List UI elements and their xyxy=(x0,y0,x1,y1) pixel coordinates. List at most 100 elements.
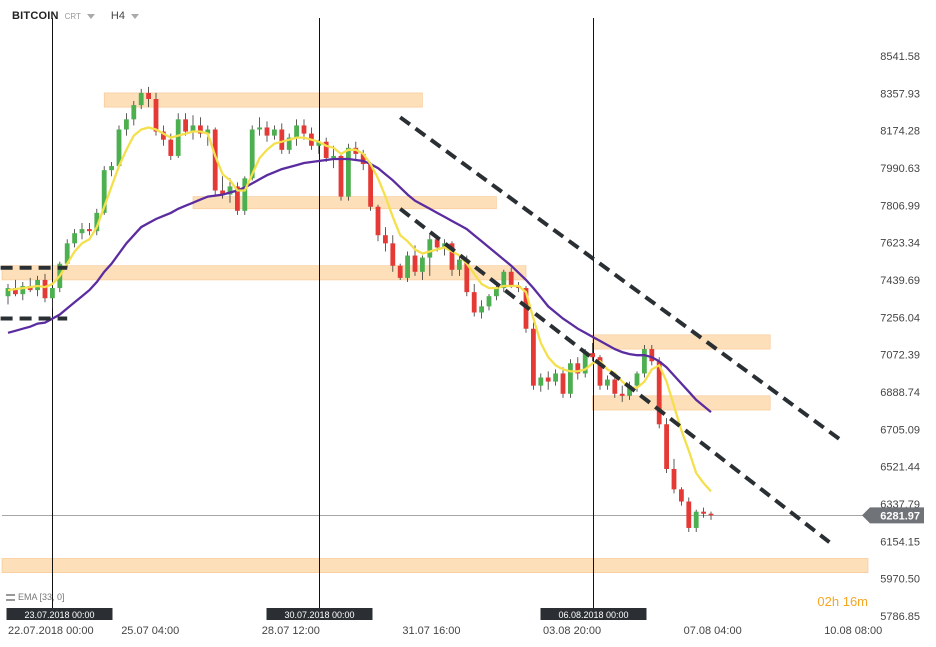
candle-body xyxy=(338,155,344,197)
price-tick-label: 7623.34 xyxy=(880,238,920,250)
candle-body xyxy=(264,127,270,136)
crosshair-date-box xyxy=(6,608,113,620)
candle-body xyxy=(397,265,403,278)
chevron-down-icon[interactable] xyxy=(86,13,95,19)
candle-body xyxy=(301,125,307,134)
candle-body xyxy=(72,233,77,244)
candle-body xyxy=(272,129,277,136)
candle-body xyxy=(220,190,225,195)
indicator-label: EMA [33, 0] xyxy=(18,592,65,602)
candle-body xyxy=(249,129,255,179)
candle-body xyxy=(568,363,573,394)
candle-body xyxy=(642,349,647,374)
candle-body xyxy=(212,129,218,191)
price-tick-label: 7990.63 xyxy=(880,163,920,175)
candle-body xyxy=(605,379,610,386)
price-zone-2 xyxy=(1,265,527,281)
candle-body xyxy=(331,155,336,158)
candle-body xyxy=(471,292,477,313)
candle-body xyxy=(427,239,433,258)
crosshair-date-label: 23.07.2018 00:00 xyxy=(24,610,94,620)
trend-line xyxy=(399,115,846,445)
candle-body xyxy=(538,377,544,386)
price-tick-label: 6154.15 xyxy=(880,536,920,548)
candle-body xyxy=(671,468,677,490)
candle-body xyxy=(679,489,684,502)
candle-body xyxy=(205,129,211,134)
candle-body xyxy=(560,373,566,394)
candle-timer: 02h 16m xyxy=(817,594,868,609)
candle-body xyxy=(553,373,558,382)
candle-body xyxy=(42,279,48,299)
price-tick-label: 8541.58 xyxy=(880,51,920,63)
chevron-down-icon[interactable] xyxy=(130,13,139,19)
price-zone-5 xyxy=(1,558,869,573)
candle-body xyxy=(627,385,632,396)
current-price-label: 6281.97 xyxy=(880,510,920,522)
candle-body xyxy=(464,259,470,293)
date-crosshairs: 23.07.2018 00:00 30.07.2018 00:00 06.08.20… xyxy=(2,18,868,620)
symbol-sub-label: CRT xyxy=(64,11,81,21)
candle-body xyxy=(686,501,692,528)
symbol-label[interactable]: BITCOIN xyxy=(12,10,59,22)
price-tick-label: 6705.09 xyxy=(880,424,920,436)
candle-body xyxy=(175,119,181,156)
candle-body xyxy=(190,125,196,132)
candle-body xyxy=(597,357,603,386)
time-axis: 22.07.2018 00:00 25.07 04:00 28.07 12:00 31… xyxy=(8,625,882,637)
candle-body xyxy=(20,286,26,295)
candle-body xyxy=(501,271,507,289)
time-tick-label: 03.08 20:00 xyxy=(543,625,601,637)
crosshair-date-box xyxy=(540,608,647,620)
candle-body xyxy=(161,131,166,140)
crosshair-date-box xyxy=(266,608,373,620)
candle-body xyxy=(279,129,285,150)
candle-body xyxy=(131,105,137,120)
candle-body xyxy=(412,255,418,272)
price-zone-3 xyxy=(592,334,771,350)
support-resistance-zones xyxy=(1,92,869,573)
candles xyxy=(5,86,714,533)
time-tick-label: 31.07 16:00 xyxy=(402,625,460,637)
time-tick-label: 07.08 04:00 xyxy=(684,625,742,637)
price-tick-label: 6888.74 xyxy=(880,387,920,399)
candle-body xyxy=(575,363,581,374)
price-tick-label: 6521.44 xyxy=(880,462,920,474)
candle-body xyxy=(457,259,462,270)
indicator-legend[interactable]: EMA [33, 0] xyxy=(6,592,65,602)
candle-body xyxy=(257,127,262,130)
candle-body xyxy=(405,255,410,278)
trend-line xyxy=(398,207,831,544)
candle-body xyxy=(294,125,299,138)
candle-body xyxy=(375,206,381,236)
candle-body xyxy=(168,139,174,156)
candle-body xyxy=(183,119,188,132)
timeframe-label[interactable]: H4 xyxy=(110,10,125,22)
candle-body xyxy=(434,239,440,248)
price-tick-label: 8357.93 xyxy=(880,88,920,100)
price-tick-label: 7072.39 xyxy=(880,350,920,362)
candle-body xyxy=(420,257,425,272)
candle-body xyxy=(508,271,514,287)
candle-body xyxy=(494,288,499,297)
time-tick-label: 10.08 08:00 xyxy=(824,625,882,637)
candle-body xyxy=(79,229,85,234)
candle-body xyxy=(316,141,322,146)
price-axis: 8541.58 8357.93 8174.28 7990.63 7806.99 7623.… xyxy=(862,51,924,623)
crosshair-date-label: 30.07.2018 00:00 xyxy=(284,610,354,620)
time-tick-label: 22.07.2018 00:00 xyxy=(8,625,94,637)
price-tick-label: 7806.99 xyxy=(880,200,920,212)
candle-body xyxy=(323,141,329,158)
candle-body xyxy=(368,164,373,207)
current-price-tag xyxy=(862,507,924,524)
candle-body xyxy=(582,353,588,374)
price-zone-4 xyxy=(592,395,771,411)
candle-body xyxy=(612,379,618,394)
candle-body xyxy=(101,170,107,213)
candle-body xyxy=(619,393,625,396)
candle-body xyxy=(531,328,536,386)
candle-body xyxy=(146,92,151,100)
candle-body xyxy=(109,166,114,171)
candle-body xyxy=(708,513,714,516)
